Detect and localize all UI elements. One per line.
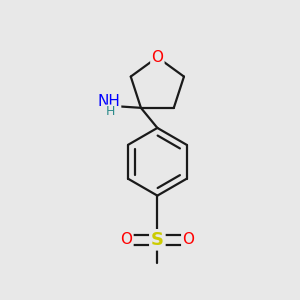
Text: S: S: [151, 231, 164, 249]
Text: H: H: [105, 105, 115, 118]
Text: O: O: [120, 232, 132, 247]
Text: O: O: [182, 232, 194, 247]
Text: NH: NH: [98, 94, 121, 110]
Text: O: O: [152, 50, 164, 65]
